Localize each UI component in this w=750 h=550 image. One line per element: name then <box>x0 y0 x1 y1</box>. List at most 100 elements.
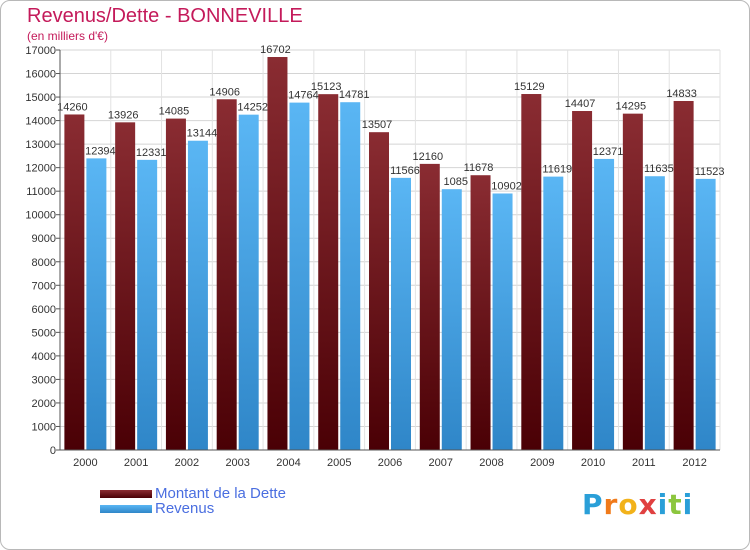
logo-letter: r <box>603 488 619 521</box>
logo-letter: x <box>638 488 658 521</box>
legend: Montant de la Dette Revenus <box>100 485 286 517</box>
logo-letter: t <box>668 488 683 521</box>
y-tick-label: 9000 <box>32 233 56 245</box>
y-tick-label: 15000 <box>25 92 56 104</box>
y-tick-label: 10000 <box>25 210 56 222</box>
bar-revenus <box>441 189 462 451</box>
data-label-dette: 14295 <box>616 101 647 113</box>
data-label-revenus: 12371 <box>593 146 624 158</box>
x-tick-label: 2002 <box>175 457 199 469</box>
data-label-revenus: 13144 <box>187 128 218 140</box>
axes: 0 1000 2000 3000 4000 5000 6000 7000 8000 9000 100… <box>25 45 720 469</box>
y-tick-label: 7000 <box>32 280 56 292</box>
bar-revenus <box>391 177 411 450</box>
bar-dette <box>64 114 85 451</box>
data-label-revenus: 14764 <box>288 90 319 102</box>
y-tick-label: 16000 <box>25 69 56 81</box>
data-label-dette: 14260 <box>57 101 88 113</box>
x-tick-label: 2001 <box>124 457 148 469</box>
bar-revenus <box>340 102 361 450</box>
bar-revenus <box>137 159 158 450</box>
data-label-revenus: 12394 <box>85 145 116 157</box>
y-tick-label: 14000 <box>25 116 56 128</box>
data-label-dette: 14906 <box>209 86 240 98</box>
x-tick-label: 2000 <box>73 457 97 469</box>
bar-dette <box>369 132 389 450</box>
data-label-dette: 14085 <box>159 106 190 118</box>
logo-letter: i <box>682 488 694 521</box>
bar-dette <box>419 163 440 450</box>
x-tick-label: 2004 <box>276 457 300 469</box>
bar-revenus <box>289 102 310 451</box>
y-tick-label: 12000 <box>25 163 56 175</box>
y-tick-label: 2000 <box>32 398 56 410</box>
bar-dette <box>318 94 339 450</box>
x-tick-label: 2008 <box>479 457 503 469</box>
bar-revenus <box>695 178 716 450</box>
data-label-dette: 13507 <box>362 119 393 131</box>
legend-item-revenus: Revenus <box>100 500 286 517</box>
bar-revenus <box>187 140 208 450</box>
logo-letter: o <box>618 488 639 521</box>
bar-dette <box>521 94 542 450</box>
bar-dette <box>673 100 694 451</box>
bar-dette <box>622 113 643 450</box>
proxiti-logo: Proxiti <box>582 488 693 521</box>
y-tick-label: 5000 <box>32 327 56 339</box>
bar-revenus <box>543 176 564 451</box>
legend-label-revenus: Revenus <box>155 500 215 517</box>
y-tick-label: 11000 <box>26 186 56 198</box>
logo-letter: i <box>657 488 669 521</box>
data-label-dette: 13926 <box>108 109 139 121</box>
bar-revenus <box>86 158 107 450</box>
x-tick-label: 2009 <box>530 457 554 469</box>
bars <box>64 57 716 451</box>
y-tick-label: 1000 <box>32 421 56 433</box>
legend-item-debt: Montant de la Dette <box>100 485 286 502</box>
data-label-dette: 14407 <box>565 98 596 110</box>
bar-dette <box>216 99 237 450</box>
legend-swatch-revenus <box>100 504 152 513</box>
logo-letter: P <box>582 488 604 521</box>
data-label-revenus: 1085 <box>444 176 468 188</box>
y-tick-label: 13000 <box>25 139 56 151</box>
y-tick-label: 6000 <box>32 304 56 316</box>
x-tick-label: 2006 <box>378 457 402 469</box>
y-tick-label: 8000 <box>32 257 56 269</box>
legend-label-debt: Montant de la Dette <box>155 485 286 502</box>
x-tick-label: 2003 <box>225 457 249 469</box>
y-tick-label: 4000 <box>32 351 56 363</box>
bar-revenus <box>644 176 665 450</box>
data-label-revenus: 10902 <box>491 180 522 192</box>
y-tick-label: 3000 <box>32 374 56 386</box>
bar-dette <box>165 118 186 451</box>
data-label-revenus: 12331 <box>136 147 167 159</box>
x-tick-label: 2011 <box>632 457 656 469</box>
data-label-dette: 16702 <box>260 44 291 56</box>
data-label-revenus: 14781 <box>339 89 370 101</box>
data-label-revenus: 14252 <box>237 102 268 114</box>
chart-subtitle: (en milliers d'€) <box>27 29 108 43</box>
bar-dette <box>115 122 136 451</box>
bar-dette <box>267 57 288 450</box>
x-tick-label: 2010 <box>581 457 605 469</box>
y-tick-label: 0 <box>50 445 56 457</box>
x-tick-label: 2012 <box>682 457 706 469</box>
bar-revenus <box>594 158 615 450</box>
data-label-revenus: 11523 <box>695 166 725 178</box>
data-label-dette: 15123 <box>311 81 342 93</box>
data-label-dette: 15129 <box>514 81 545 93</box>
bar-revenus <box>238 114 259 451</box>
data-label-dette: 12160 <box>412 151 443 163</box>
data-label-revenus: 11566 <box>390 165 420 177</box>
y-tick-label: 17000 <box>25 45 56 57</box>
data-label-dette: 11678 <box>464 162 494 174</box>
x-tick-label: 2005 <box>327 457 351 469</box>
x-tick-label: 2007 <box>429 457 453 469</box>
chart-title: Revenus/Dette - BONNEVILLE <box>27 5 303 27</box>
data-label-dette: 14833 <box>666 88 697 100</box>
bar-dette <box>572 111 593 450</box>
bar-revenus <box>492 193 513 450</box>
legend-swatch-debt <box>100 489 152 498</box>
